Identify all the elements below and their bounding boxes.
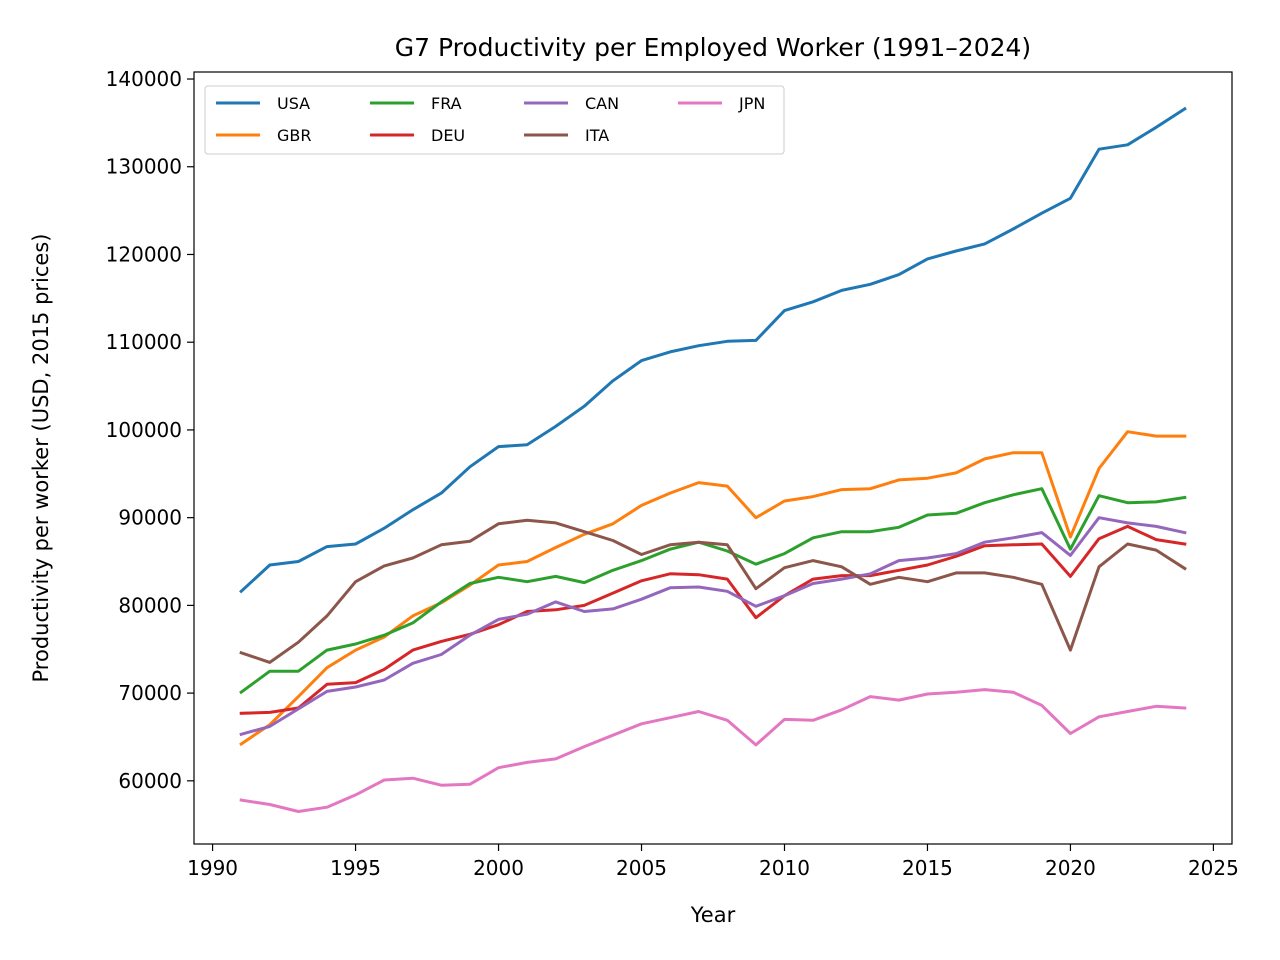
series-layer <box>239 106 1187 813</box>
legend-label-gbr: GBR <box>277 126 312 145</box>
series-line-can <box>239 516 1187 737</box>
y-tick-label: 100000 <box>106 418 182 442</box>
x-tick-label: 2010 <box>759 856 810 880</box>
legend-label-can: CAN <box>585 94 619 113</box>
y-tick-label: 70000 <box>118 681 182 705</box>
legend-label-fra: FRA <box>431 94 462 113</box>
legend-box <box>204 85 785 155</box>
x-axis-label: Year <box>690 903 736 927</box>
x-tick-label: 2015 <box>902 856 953 880</box>
x-tick-label: 2005 <box>616 856 667 880</box>
series-line-fra <box>239 487 1187 695</box>
plot-area <box>193 71 1233 845</box>
x-tick-label: 2025 <box>1188 856 1239 880</box>
series-line-ita <box>239 518 1187 664</box>
series-line-usa <box>239 106 1187 594</box>
y-tick-label: 60000 <box>118 769 182 793</box>
x-tick-label: 2000 <box>473 856 524 880</box>
y-axis: 60000 70000 80000 90000 100000 110000 120000 13… <box>106 67 194 793</box>
legend-label-ita: ITA <box>585 126 609 145</box>
y-tick-label: 130000 <box>106 155 182 179</box>
x-tick-label: 1990 <box>187 856 238 880</box>
series-line-jpn <box>239 688 1187 813</box>
legend-label-jpn: JPN <box>738 94 765 113</box>
x-tick-label: 2020 <box>1045 856 1096 880</box>
chart-title: G7 Productivity per Employed Worker (199… <box>395 33 1031 62</box>
legend-label-deu: DEU <box>431 126 465 145</box>
x-tick-label: 1995 <box>330 856 381 880</box>
y-axis-label: Productivity per worker (USD, 2015 price… <box>29 234 53 683</box>
series-line-gbr <box>239 430 1187 747</box>
y-tick-label: 80000 <box>118 593 182 617</box>
y-tick-label: 110000 <box>106 330 182 354</box>
plot-frame <box>193 71 1233 845</box>
y-tick-label: 140000 <box>106 67 182 91</box>
legend-label-usa: USA <box>277 94 310 113</box>
legend: USA GBR FRA DEU CAN ITA JPN <box>204 85 785 155</box>
y-tick-label: 120000 <box>106 242 182 266</box>
x-axis: 1990 1995 2000 2005 2010 2015 2020 2025 <box>187 844 1239 880</box>
series-line-deu <box>239 524 1187 715</box>
y-tick-label: 90000 <box>118 506 182 530</box>
